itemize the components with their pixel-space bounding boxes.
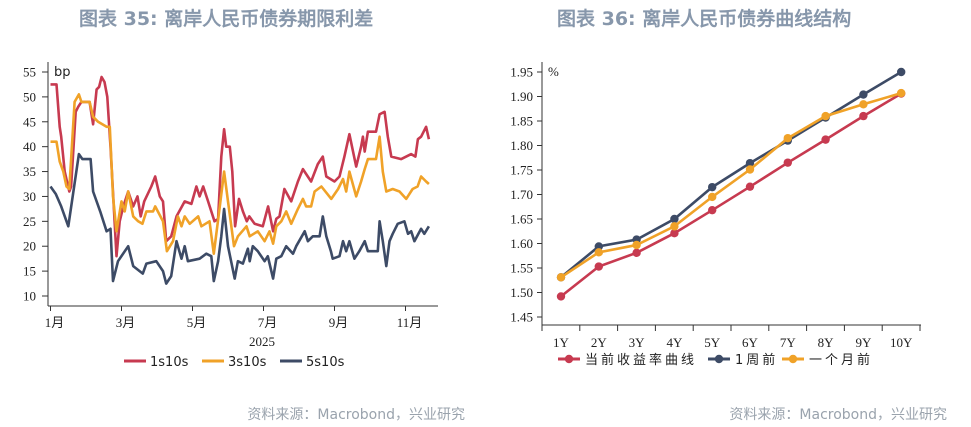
x-tick-label: 5月	[187, 315, 207, 330]
x-tick-label: 5Y	[704, 335, 721, 350]
data-point-当前收益率曲线	[670, 229, 679, 238]
y-tick-label: 30	[23, 189, 36, 204]
data-point-1周前	[670, 214, 679, 224]
data-point-1周前	[708, 182, 717, 192]
legend-label-5s10s: 5s10s	[306, 355, 345, 370]
y-tick-label: 1.70	[510, 187, 533, 202]
y-tick-label: 50	[23, 89, 36, 104]
curve-chart: 1.45 1.50 1.55 1.60 1.65 1.70 1.75 1.80 1.85 1.90…	[510, 62, 921, 368]
data-point-一个月前	[708, 192, 717, 202]
data-point-当前收益率曲线	[556, 292, 566, 301]
y-tick-label: 25	[23, 214, 36, 229]
y-tick-label: 10	[23, 289, 36, 304]
x-tick-label: 8Y	[818, 335, 835, 350]
data-point-一个月前	[897, 88, 906, 98]
y-tick-label: 1.75	[510, 163, 533, 178]
x-tick-label: 2Y	[591, 335, 608, 350]
x-tick-label: 7月	[258, 315, 278, 330]
y-tick-label: 15	[23, 264, 36, 279]
legend-label-3s10s: 3s10s	[228, 355, 267, 370]
y-tick-label: 1.60	[510, 236, 533, 251]
data-point-1周前	[745, 158, 755, 168]
data-point-一个月前	[632, 240, 641, 250]
y-tick-label: 1.90	[510, 89, 533, 104]
data-point-当前收益率曲线	[745, 182, 755, 191]
data-point-一个月前	[594, 248, 603, 257]
data-point-一个月前	[821, 111, 830, 121]
y-tick-label: 1.55	[510, 261, 533, 276]
x-axis-year-label: 2025	[249, 334, 275, 349]
y-tick-label: 1.95	[510, 65, 533, 80]
y-tick-label: 45	[23, 114, 36, 129]
x-tick-label: 10Y	[890, 335, 913, 350]
legend-label-1s10s: 1s10s	[150, 355, 189, 370]
chart-35-title: 图表 35: 离岸人民币债券期限利差	[79, 8, 374, 30]
series-line-1s10s	[50, 75, 431, 258]
legend-marker-当前收益率曲线	[564, 354, 574, 364]
y-tick-label: 1.80	[510, 138, 533, 153]
y-tick-label: 40	[23, 139, 36, 154]
x-tick-label: 11月	[397, 315, 423, 330]
y-tick-label: 1.45	[510, 310, 533, 325]
y-tick-label: 1.50	[510, 285, 533, 300]
source-note-left: 资料来源：Macrobond，兴业研究	[247, 407, 465, 423]
x-tick-label: 9Y	[855, 335, 872, 350]
series-line-3s10s	[50, 93, 430, 255]
data-point-当前收益率曲线	[708, 205, 717, 215]
data-point-一个月前	[745, 165, 755, 174]
data-point-1周前	[897, 67, 906, 77]
x-tick-label: 6Y	[742, 335, 759, 350]
y-unit-label: bp	[54, 65, 71, 80]
series-line-1周前	[560, 70, 902, 279]
series-line-一个月前	[560, 91, 902, 279]
x-tick-label: 4Y	[666, 335, 683, 350]
y-tick-label: 35	[23, 164, 36, 179]
data-point-当前收益率曲线	[859, 111, 868, 121]
data-point-1周前	[859, 90, 868, 99]
x-tick-label: 1Y	[553, 335, 570, 350]
legend-label-1周前: 1周前	[735, 352, 778, 368]
series-line-当前收益率曲线	[560, 92, 902, 298]
legend-marker-一个月前	[788, 354, 798, 364]
data-point-一个月前	[783, 133, 792, 143]
x-tick-label: 7Y	[780, 335, 797, 350]
legend-label-一个月前: 一个月前	[809, 352, 873, 368]
data-point-1周前	[594, 242, 603, 251]
y-tick-label: 55	[23, 65, 36, 80]
data-point-一个月前	[859, 100, 868, 109]
data-point-当前收益率曲线	[632, 248, 641, 258]
data-point-一个月前	[670, 222, 679, 231]
x-tick-label: 3Y	[629, 335, 646, 350]
chart-36-title: 图表 36: 离岸人民币债券曲线结构	[557, 8, 852, 30]
series-line-5s10s	[49, 152, 431, 285]
data-point-当前收益率曲线	[594, 262, 603, 271]
x-tick-label: 3月	[116, 315, 136, 330]
y-tick-label: 1.65	[510, 212, 533, 227]
legend-label-当前收益率曲线: 当前收益率曲线	[585, 352, 697, 368]
x-tick-label: 1月	[45, 315, 65, 330]
y-tick-label: 1.85	[510, 114, 533, 129]
data-point-当前收益率曲线	[821, 135, 830, 144]
data-point-一个月前	[556, 273, 566, 282]
data-point-当前收益率曲线	[783, 158, 792, 167]
y-unit-label: %	[548, 64, 559, 79]
source-note-right: 资料来源：Macrobond，兴业研究	[729, 407, 947, 423]
y-tick-label: 20	[23, 239, 36, 254]
x-tick-label: 9月	[329, 315, 349, 330]
legend-marker-1周前	[714, 354, 724, 364]
